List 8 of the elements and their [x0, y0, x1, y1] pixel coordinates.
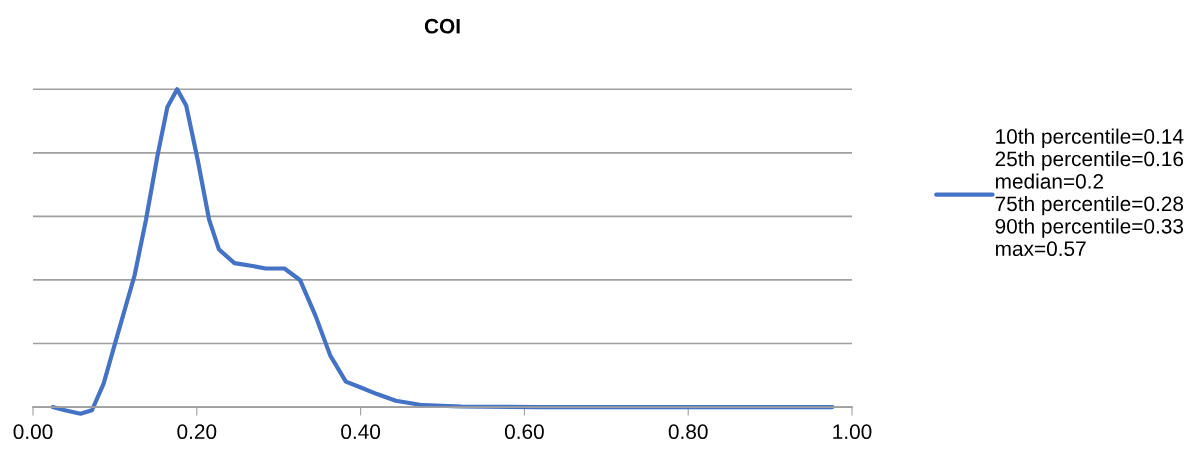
legend-label: 10th percentile=0.14 25th percentile=0.16 median=0.2 75th percentile=0.28 90th percentile=0.33 max=0.57	[995, 128, 1184, 257]
x-tick-label: 0.00	[13, 424, 53, 440]
x-tick-label: 0.40	[341, 424, 381, 440]
x-tick-label: 0.80	[668, 424, 708, 440]
x-tick-label: 1.00	[833, 424, 872, 440]
x-tick-label: 0.60	[504, 424, 544, 440]
chart-title: COI	[424, 18, 460, 34]
x-tick-label: 0.20	[177, 424, 217, 440]
